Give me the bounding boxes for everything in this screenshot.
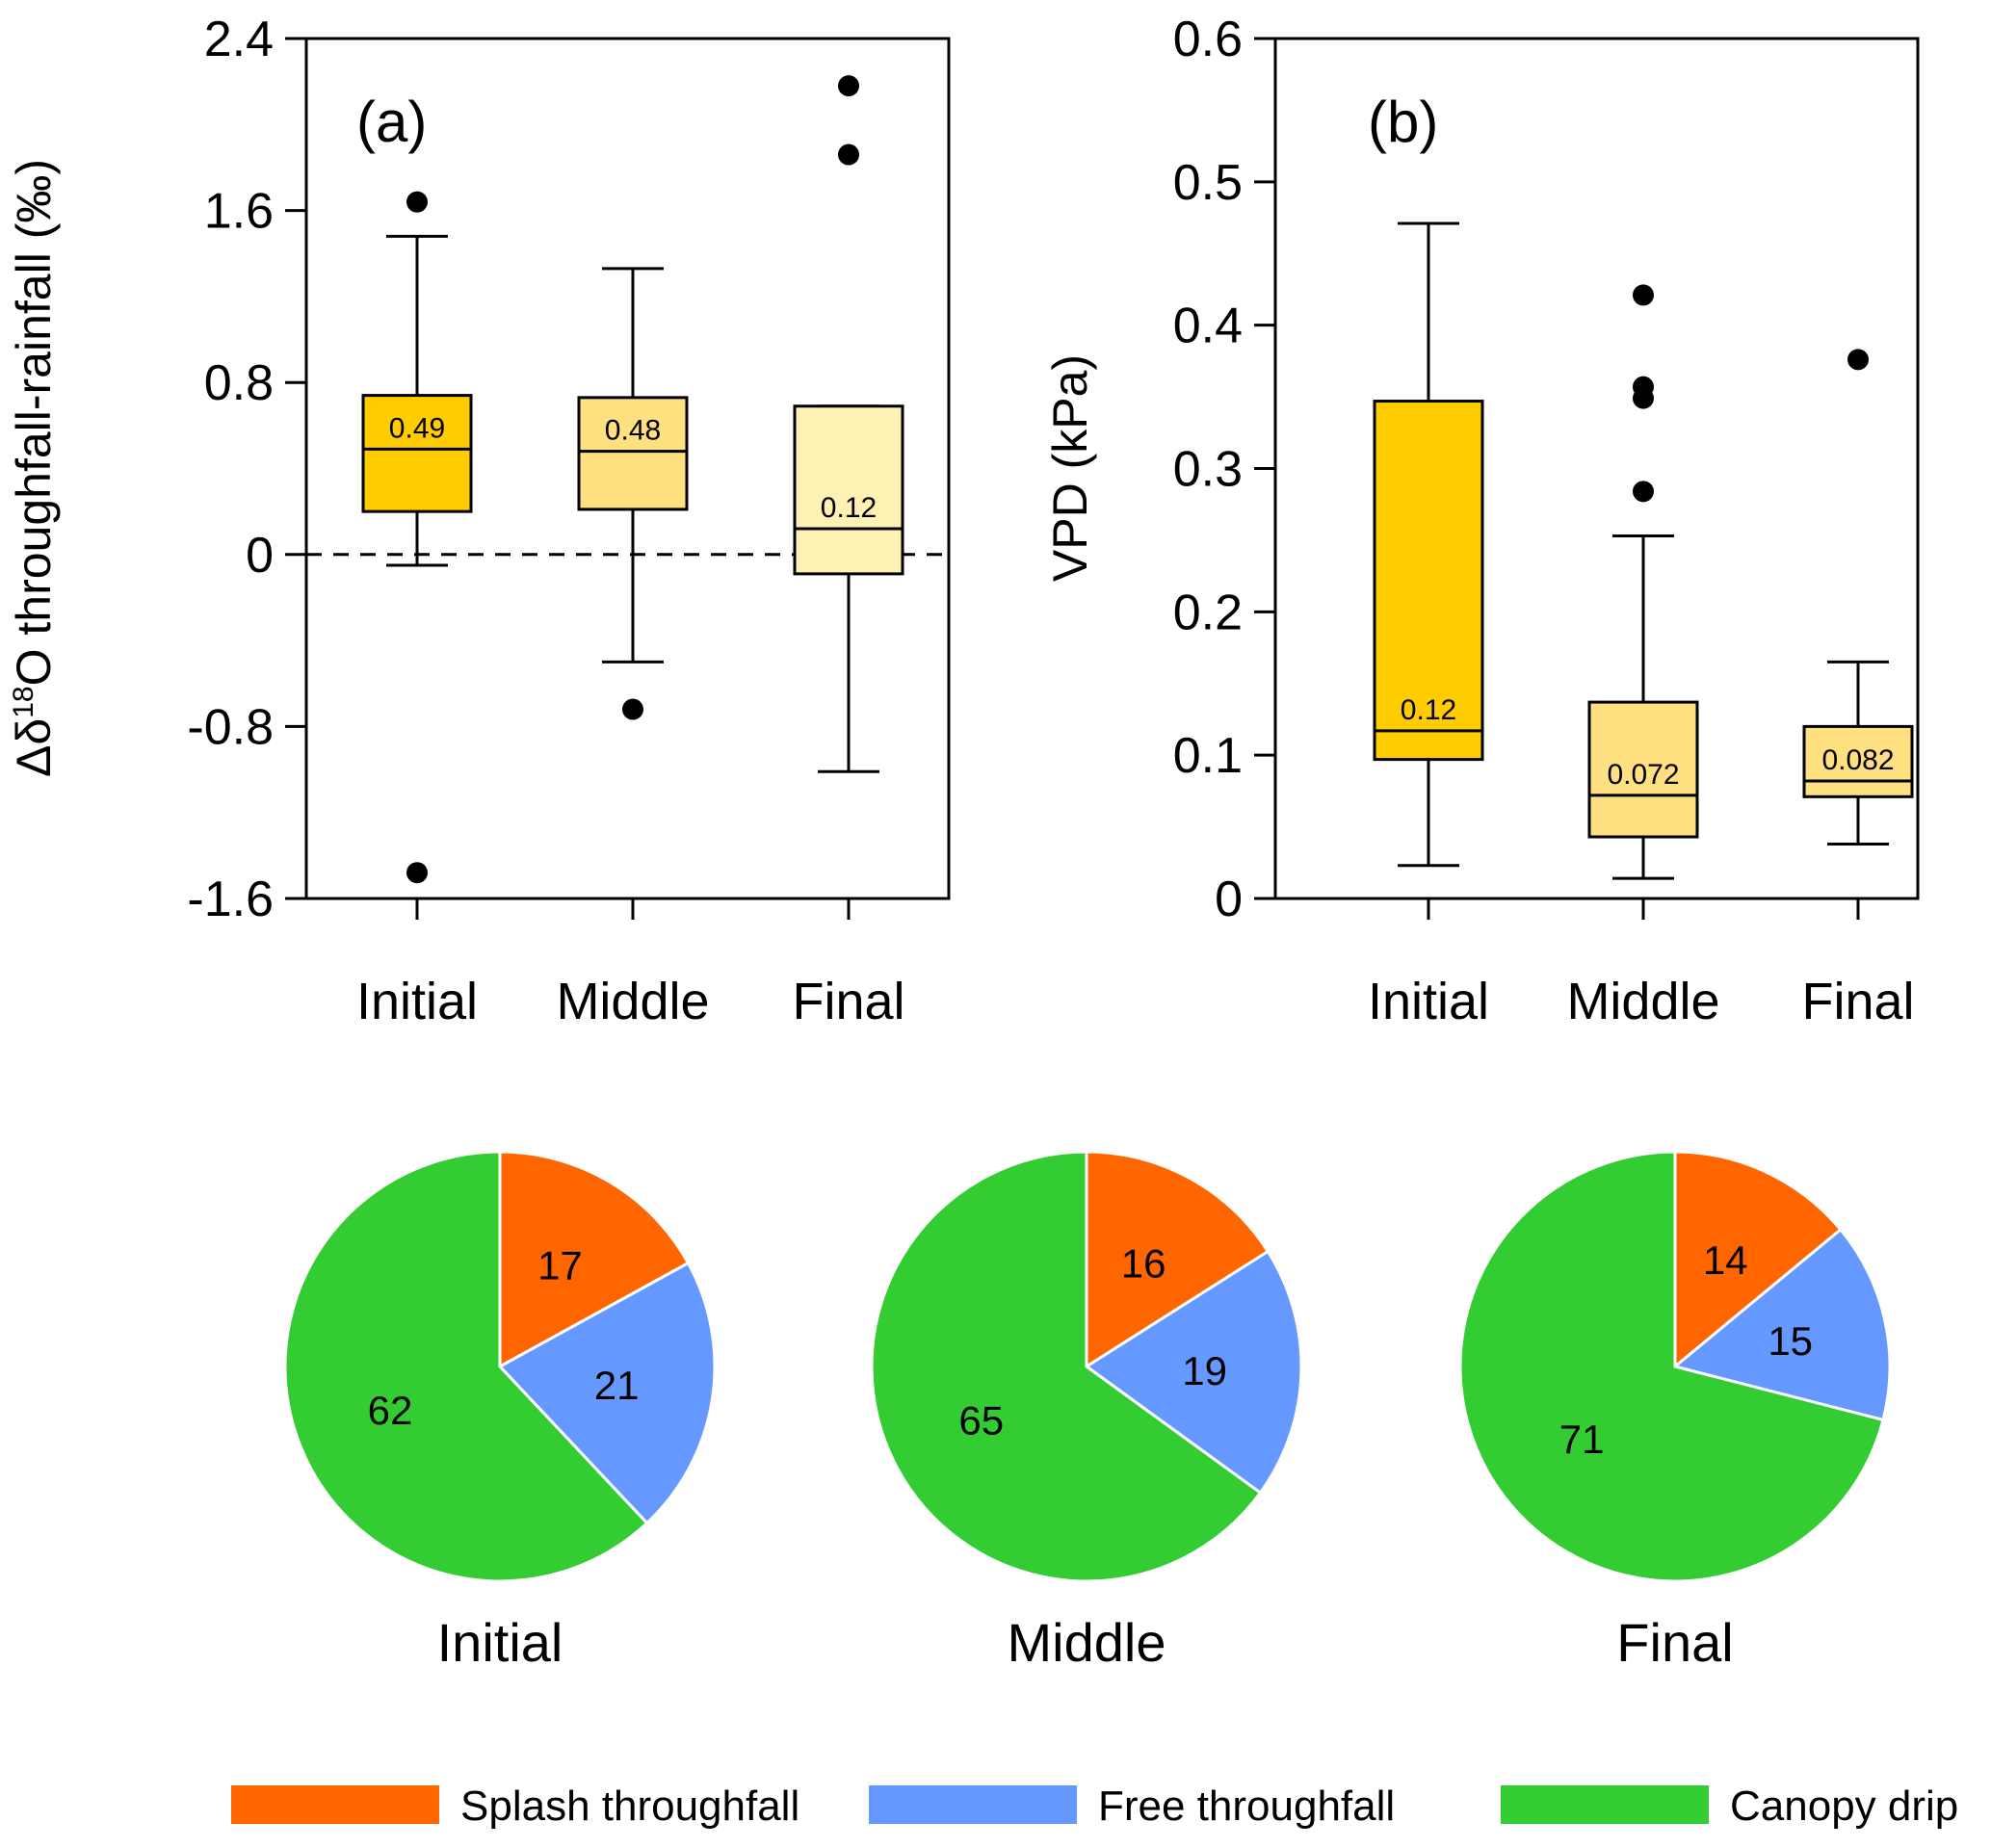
panel-b-x-axis: Initial Middle Final [1368,898,1915,1030]
pie-charts: 17 21 62 Initial 16 19 65 Middle 14 15 71 Final [283,1150,1892,1673]
panel-a-y-axis-label: Δδ18O throughfall-rainfall (‰) [7,159,61,777]
pie-slice-canopy-drip [283,1150,649,1583]
legend-swatch [231,1785,439,1824]
box-iqr [1373,400,1484,762]
outlier-point [1847,349,1869,371]
x-tick-label: Initial [356,973,478,1030]
median-label: 0.48 [605,415,661,447]
x-tick-label: Final [1801,973,1914,1030]
pie-slice-canopy-drip [1458,1150,1885,1583]
panel-b-y-axis-label: VPD (kPa) [1043,354,1097,582]
y-tick-label: 0 [1215,872,1243,927]
x-tick-label: Final [792,973,904,1030]
panel-a-y-axis: -1.6 -0.8 0 0.8 1.6 2.4 [187,12,306,927]
y-tick-label: 0.3 [1173,442,1243,498]
box-iqr [1802,724,1914,798]
x-tick-label: Middle [1566,973,1719,1030]
pie-slice-label: 62 [368,1388,413,1433]
median-label: 0.082 [1821,744,1894,776]
pie-slice-free-throughfall [1671,1227,1892,1422]
legend-label: Free throughfall [1098,1783,1395,1830]
panel-b-y-axis: 0 0.1 0.2 0.3 0.4 0.5 0.6 [1173,12,1275,927]
panel-a-label: (a) [356,90,427,154]
panel-b-label: (b) [1368,90,1438,154]
pie-slice-label: 17 [537,1242,583,1288]
pie-slice-label: 14 [1703,1237,1748,1283]
pie-initial: 17 21 62 Initial [283,1150,717,1673]
x-tick-label: Initial [1368,973,1489,1030]
outlier-point [1633,284,1654,306]
y-tick-label: 0.8 [204,355,274,411]
median-label: 0.12 [1401,694,1456,726]
panel-a-frame [304,37,951,900]
pie-slice-free-throughfall [1084,1249,1303,1496]
pie-slice-label: 65 [958,1398,1004,1444]
legend-swatch [869,1785,1077,1824]
pie-slice-label: 71 [1559,1417,1605,1462]
y-tick-label: 1.6 [204,184,274,240]
y-tick-label: 2.4 [204,12,274,67]
box-iqr [577,396,689,511]
median-label: 0.49 [389,412,445,444]
legend: Splash throughfall Free throughfall Canopy… [231,1783,1958,1830]
pie-slice-free-throughfall [497,1261,717,1525]
legend-swatch [1501,1785,1709,1824]
pie-title: Final [1616,1612,1733,1673]
pie-middle: 16 19 65 Middle [870,1150,1303,1673]
y-tick-label: 0.6 [1173,12,1243,67]
box-initial: 0.12 [1373,221,1484,868]
median-label: 0.072 [1607,759,1679,791]
pie-slice-label: 19 [1182,1348,1227,1393]
outlier-point [1633,387,1654,409]
outlier-point [406,191,428,213]
legend-item-free-throughfall: Free throughfall [869,1783,1395,1830]
pie-title: Middle [1008,1612,1166,1673]
legend-label: Canopy drip [1730,1783,1958,1830]
pie-final: 14 15 71 Final [1458,1150,1892,1673]
y-tick-label: 0.1 [1173,728,1243,784]
box-final: 0.12 [793,75,904,773]
outlier-point [1633,481,1654,503]
legend-item-splash-throughfall: Splash throughfall [231,1783,799,1830]
boxplot-panel-a: (a) -1.6 -0.8 0 0.8 1.6 2.4 Initial Middle Fina… [7,12,951,1030]
box-middle: 0.48 [577,267,689,720]
y-tick-label: -0.8 [187,699,274,755]
pie-slice-splash-throughfall [1673,1150,1843,1370]
outlier-point [406,862,428,884]
pie-slice-splash-throughfall [1085,1150,1271,1369]
pie-slice-label: 15 [1768,1318,1813,1364]
y-tick-label: -1.6 [187,872,274,927]
y-tick-label: 0.2 [1173,585,1243,640]
y-tick-label: 0.5 [1173,155,1243,211]
y-tick-label: 0.4 [1173,299,1243,354]
pie-slice-label: 16 [1121,1241,1166,1287]
legend-item-canopy-drip: Canopy drip [1501,1783,1958,1830]
y-tick-label: 0 [246,528,274,584]
panel-a-x-axis: Initial Middle Final [356,898,905,1030]
legend-label: Splash throughfall [460,1783,799,1830]
box-iqr [793,404,904,576]
box-iqr [361,394,473,513]
median-label: 0.12 [821,492,877,524]
pie-slice-label: 21 [594,1363,640,1408]
pie-slice-splash-throughfall [498,1150,691,1369]
outlier-point [838,75,859,97]
boxplot-panel-b: (b) 0 0.1 0.2 0.3 0.4 0.5 0.6 Initial Middle Fin… [1043,12,1920,1030]
panel-b-boxes: 0.12 0.072 0.082 [1373,221,1914,880]
pie-slice-canopy-drip [870,1150,1263,1583]
outlier-point [838,143,859,166]
pie-title: Initial [437,1612,563,1673]
box-middle: 0.072 [1587,284,1699,880]
box-final: 0.082 [1802,349,1914,846]
outlier-point [622,698,643,720]
box-initial: 0.49 [361,191,473,884]
x-tick-label: Middle [556,973,709,1030]
box-iqr [1587,700,1699,839]
panel-a-boxes: 0.49 0.48 0.12 [361,75,904,884]
